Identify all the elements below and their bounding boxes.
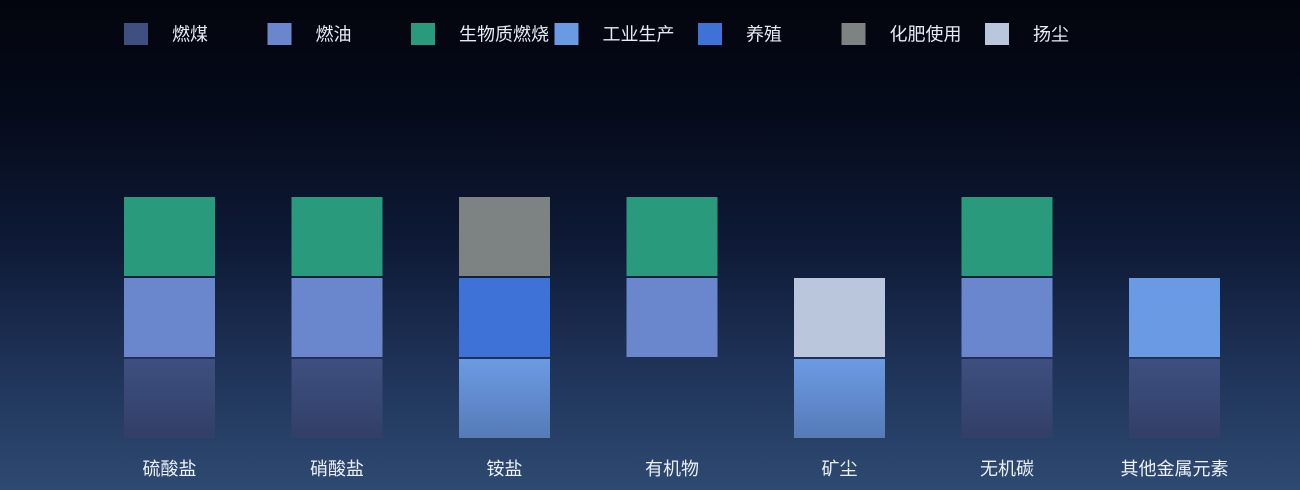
legend-item-series-1: 燃煤 <box>124 23 208 46</box>
bar-column-4 <box>626 197 718 357</box>
legend-item-series-2: 燃油 <box>267 23 352 46</box>
legend-item-series-3: 生物质燃烧 <box>411 23 549 46</box>
bar-segment-series-2 <box>626 278 718 357</box>
bar-segment-fade <box>794 359 885 438</box>
bar-segment-series-2 <box>961 278 1053 357</box>
legend-item-series-7: 扬尘 <box>985 23 1069 46</box>
bar-segment-series-4 <box>1129 278 1220 357</box>
bar-column-3 <box>459 197 550 438</box>
bar-segment-series-2 <box>124 278 215 357</box>
legend-label: 扬尘 <box>1033 25 1069 46</box>
category-label: 矿尘 <box>822 459 858 480</box>
bar-segment-series-6 <box>459 197 550 276</box>
bar-segment-series-3 <box>291 197 383 276</box>
legend-swatch <box>124 23 148 45</box>
bar-segment-series-2 <box>291 278 383 357</box>
bar-column-1 <box>124 197 215 438</box>
category-label: 无机碳 <box>980 459 1034 480</box>
bar-segment-fade <box>1129 359 1220 438</box>
bar-segment-series-3 <box>961 197 1053 276</box>
legend-swatch <box>985 23 1009 45</box>
legend-label: 工业生产 <box>603 25 675 46</box>
bar-segment-fade <box>459 359 550 438</box>
category-label: 其他金属元素 <box>1121 459 1229 480</box>
legend-label: 化肥使用 <box>890 25 962 46</box>
legend-swatch <box>267 23 292 45</box>
legend: 燃煤 燃油 生物质燃烧 工业生产 养殖 化肥使用 扬尘 <box>124 23 1069 46</box>
bar-column-7 <box>1129 278 1220 438</box>
bar-segment-series-7 <box>794 278 885 357</box>
legend-swatch <box>554 23 579 45</box>
legend-item-series-4: 工业生产 <box>554 23 675 46</box>
category-label: 铵盐 <box>487 459 523 480</box>
category-label: 硫酸盐 <box>143 459 197 480</box>
legend-label: 养殖 <box>746 24 782 46</box>
bar-segment-series-3 <box>124 197 215 276</box>
bars <box>124 197 1220 438</box>
legend-swatch <box>841 23 866 45</box>
category-label: 硝酸盐 <box>310 459 364 480</box>
legend-label: 燃油 <box>316 25 352 46</box>
bar-segment-series-3 <box>626 197 718 276</box>
bar-segment-fade <box>291 359 383 438</box>
legend-swatch <box>698 23 722 45</box>
category-label: 有机物 <box>645 459 699 480</box>
legend-item-series-6: 化肥使用 <box>841 23 962 46</box>
legend-label: 生物质燃烧 <box>459 25 549 46</box>
bar-column-2 <box>291 197 383 438</box>
legend-swatch <box>411 23 435 45</box>
category-labels: 硫酸盐 硝酸盐 铵盐 有机物 矿尘 无机碳 其他金属元素 <box>143 459 1229 480</box>
bar-segment-fade <box>124 359 215 438</box>
bar-segment-fade <box>961 359 1053 438</box>
bar-segment-series-5 <box>459 278 550 357</box>
legend-label: 燃煤 <box>172 25 208 46</box>
bar-column-5 <box>794 278 885 438</box>
bar-column-6 <box>961 197 1053 438</box>
legend-item-series-5: 养殖 <box>698 23 782 46</box>
